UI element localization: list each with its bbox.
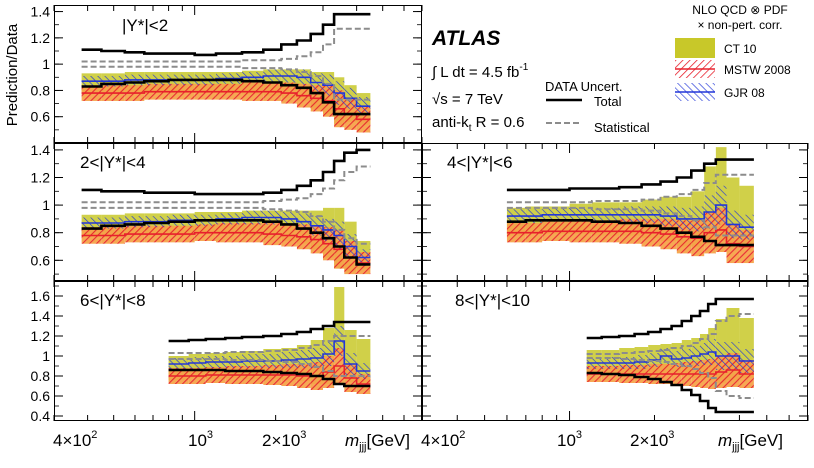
panel-y0-2-plot: 0.6 0.8 1 1.2 1.4	[31, 4, 423, 144]
x-tick-label-1000-right: 103	[557, 429, 582, 450]
gjr-central-line	[506, 204, 754, 228]
plot-area-y2-4	[81, 148, 371, 275]
x-tick-label-1000: 103	[188, 429, 213, 450]
total-uncert-up	[81, 12, 371, 57]
frame-y6-8	[54, 281, 422, 421]
total-uncert-down	[81, 219, 371, 266]
x-axis-left: 4×102 103 2×103 mjjj[GeV]	[53, 429, 410, 453]
y-tick-label: 1.4	[31, 142, 51, 158]
total-uncert-up	[506, 158, 754, 192]
x-tick-label-400: 4×102	[53, 429, 97, 450]
panel-y6-8: 0.4 0.6 0.8 1 1.2 1.4 1.6 6<|Y*|<8	[31, 281, 423, 424]
algo-text: anti-kt R = 0.6	[432, 114, 524, 134]
y-axis-y0-2: 0.6 0.8 1 1.2 1.4	[31, 4, 422, 144]
x-axis-title-right: mjjj[GeV]	[718, 431, 783, 453]
mstw-central-line	[506, 229, 754, 248]
stat-uncert-down	[81, 65, 371, 101]
x-tick-label-2000: 2×103	[262, 429, 306, 450]
atlas-info: ATLAS ∫ L dt = 4.5 fb-1 √s = 7 TeV anti-…	[431, 27, 529, 134]
y-axis-title: Prediction/Data	[4, 23, 21, 126]
stat-uncert-up	[168, 335, 371, 354]
total-uncert-down	[81, 78, 371, 116]
lumi-text: ∫ L dt = 4.5 fb-1	[431, 62, 529, 81]
gjr-central-line	[168, 340, 371, 372]
total-uncert-down	[586, 371, 754, 414]
panel-label-y6-8: 6<|Y*|<8	[80, 291, 146, 310]
x-ticks-y2-4	[53, 143, 423, 281]
stat-uncert-down	[81, 206, 371, 245]
legend-mstw-label: MSTW 2008	[724, 63, 791, 77]
total-uncert-down	[168, 368, 371, 388]
energy-text: √s = 7 TeV	[432, 91, 503, 108]
theory-legend-title-2: × non-pert. corr.	[697, 18, 782, 32]
x-axis-title: mjjj[GeV]	[345, 431, 410, 453]
total-uncert-up	[586, 297, 754, 340]
y-tick-label: 1.4	[31, 308, 51, 324]
panel-y4-6-plot	[421, 143, 809, 281]
y-tick-label: 1.4	[31, 4, 51, 20]
plot-area-y4-6	[506, 147, 754, 264]
gjr-central-line	[586, 351, 754, 364]
panel-label-y0-2: |Y*|<2	[122, 16, 168, 35]
plot-area-y0-2	[81, 12, 371, 133]
data-uncert-title: DATA Uncert.	[545, 79, 623, 94]
legend-ct10-swatch	[675, 38, 715, 58]
data-uncert-legend: DATA Uncert. Total Statistical	[545, 79, 650, 135]
panel-y0-2: 0.6 0.8 1 1.2 1.4 |Y*|<2	[31, 4, 423, 144]
frame-y2-4	[54, 143, 422, 281]
y-tick-label: 1.2	[31, 170, 51, 186]
theory-legend: NLO QCD ⊗ PDF × non-pert. corr. CT 10 MS…	[675, 3, 791, 101]
total-uncert-up	[168, 320, 371, 343]
mstw-central-line	[81, 231, 371, 264]
panel-label-y2-4: 2<|Y*|<4	[80, 153, 146, 172]
legend-ct10-label: CT 10	[724, 42, 757, 56]
frame-y4-6	[422, 143, 808, 281]
panel-label-y4-6: 4<|Y*|<6	[447, 153, 513, 172]
stat-uncert-down	[586, 357, 754, 399]
total-uncert-down	[506, 219, 754, 247]
mstw-central-line	[81, 90, 371, 121]
y-tick-label: 0.6	[31, 109, 51, 125]
panel-label-y8-10: 8<|Y*|<10	[455, 291, 530, 310]
panel-y4-6: 4<|Y*|<6	[421, 143, 809, 281]
panel-y2-4-plot: 0.6 0.8 1 1.2 1.4	[31, 142, 423, 281]
y-tick-label: 1	[42, 197, 50, 213]
x-axis-right: 4×102 103 2×103 mjjj[GeV]	[421, 429, 783, 453]
total-uncert-up	[81, 148, 371, 196]
legend-stat-label: Statistical	[594, 120, 650, 135]
y-tick-label: 1	[42, 348, 50, 364]
stat-uncert-down	[506, 206, 754, 237]
y-tick-label: 1.2	[31, 328, 51, 344]
atlas-title: ATLAS	[431, 27, 500, 50]
frame-y8-10	[422, 281, 808, 421]
panel-y2-4: 0.6 0.8 1 1.2 1.4 2<|Y*|<4	[31, 142, 423, 281]
y-tick-label: 0.6	[31, 252, 51, 268]
panel-y8-10-plot	[421, 281, 809, 421]
y-tick-label: 0.6	[31, 388, 51, 404]
legend-gjr-label: GJR 08	[724, 86, 765, 100]
y-tick-label: 1	[42, 56, 50, 72]
y-tick-label: 1.2	[31, 30, 51, 46]
x-tick-label-2000-right: 2×103	[630, 429, 674, 450]
stat-uncert-up	[586, 313, 754, 355]
theory-legend-title-1: NLO QCD ⊗ PDF	[692, 3, 787, 17]
stat-uncert-up	[81, 27, 371, 63]
legend-total-label: Total	[594, 94, 622, 109]
y-tick-label: 0.8	[31, 82, 51, 98]
stat-uncert-up	[81, 165, 371, 204]
plot-area-y8-10	[586, 297, 754, 414]
y-tick-label: 0.8	[31, 225, 51, 241]
plot-area-y6-8	[168, 287, 371, 394]
y-tick-label: 0.4	[31, 408, 51, 424]
frames	[54, 5, 808, 421]
x-tick-label-400-right: 4×102	[421, 429, 465, 450]
panel-y6-8-plot: 0.4 0.6 0.8 1 1.2 1.4 1.6	[31, 281, 423, 424]
frame-y0-2	[54, 5, 422, 143]
stat-uncert-up	[506, 173, 754, 204]
y-tick-label: 0.8	[31, 368, 51, 384]
panel-y8-10: 8<|Y*|<10	[421, 281, 809, 421]
stat-uncert-down	[168, 358, 371, 377]
y-tick-label: 1.6	[31, 288, 51, 304]
